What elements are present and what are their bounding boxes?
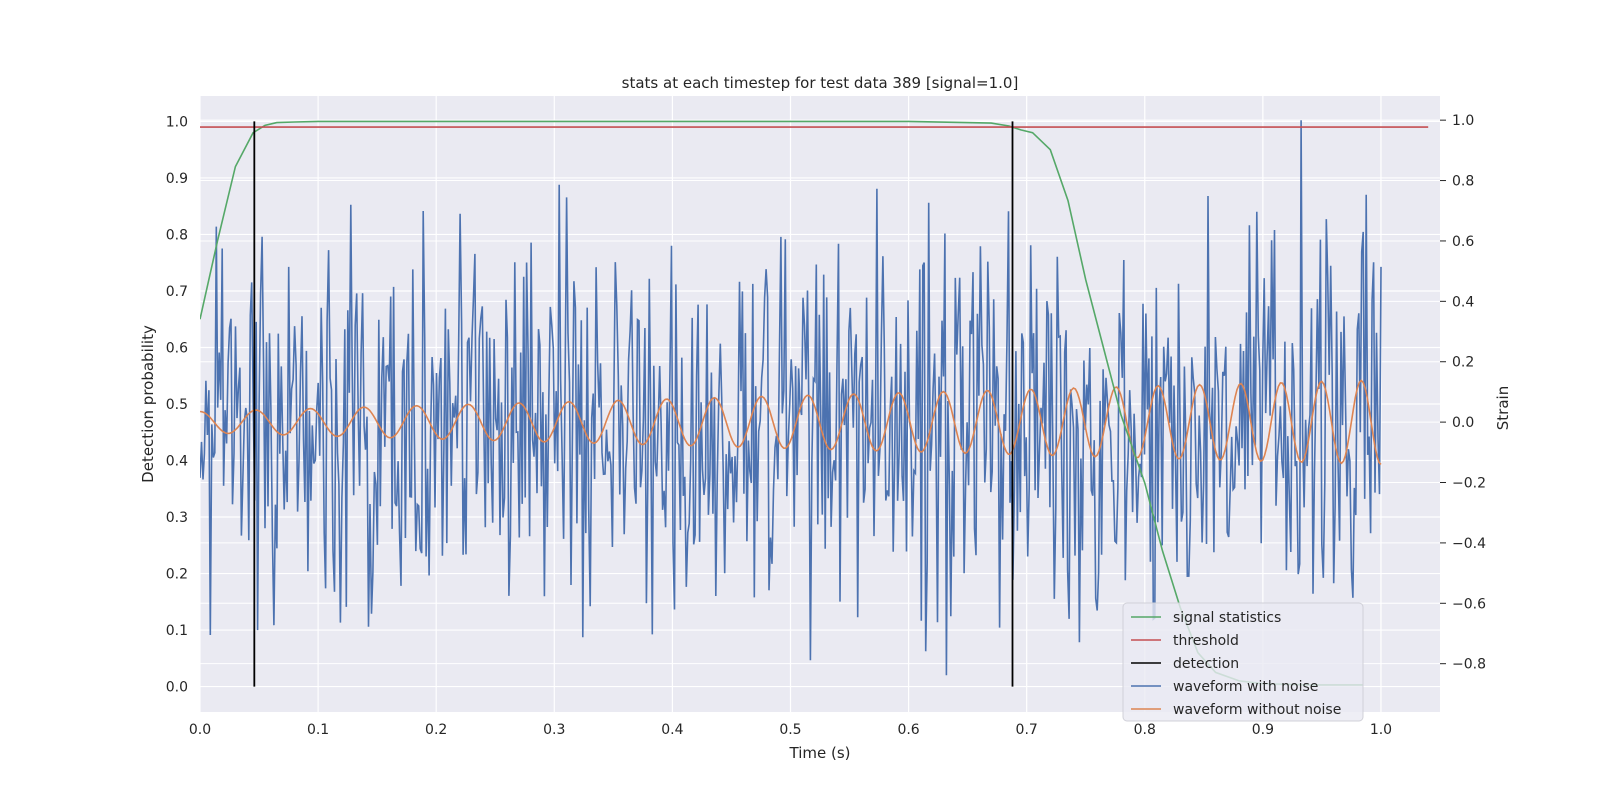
legend-label-detection: detection <box>1173 656 1239 672</box>
right-y-axis-ticks: −0.8 −0.6 −0.4 −0.2 0.0 0.2 0.4 0.6 0.8 1.0 <box>1440 113 1486 673</box>
legend-label-noisy: waveform with noise <box>1173 679 1318 695</box>
series-waveform-with-noise <box>200 120 1382 676</box>
left-y-axis-title: Detection probability <box>139 325 157 483</box>
x-axis-ticks: 0.0 0.1 0.2 0.3 0.4 0.5 0.6 0.7 0.8 0.9 1.0 <box>189 722 1392 738</box>
right-y-axis-title: Strain <box>1494 386 1512 430</box>
chart-title: stats at each timestep for test data 389… <box>622 74 1019 92</box>
legend: signal statistics threshold detection wa… <box>1122 602 1364 722</box>
x-axis-title: Time (s) <box>789 744 851 762</box>
right-y-tick-label: −0.6 <box>1452 596 1486 612</box>
x-tick-label: 0.8 <box>1134 722 1156 738</box>
left-y-tick-label: 0.8 <box>166 227 188 243</box>
x-tick-label: 0.3 <box>543 722 565 738</box>
left-y-tick-label: 0.7 <box>166 284 188 300</box>
left-y-tick-label: 0.2 <box>166 567 188 583</box>
left-y-tick-label: 0.0 <box>166 680 188 696</box>
right-y-tick-label: 1.0 <box>1452 113 1474 129</box>
right-y-tick-label: 0.4 <box>1452 294 1474 310</box>
legend-box <box>1122 602 1364 722</box>
left-y-tick-label: 1.0 <box>166 114 188 130</box>
right-y-tick-label: 0.8 <box>1452 174 1474 190</box>
left-y-tick-label: 0.5 <box>166 397 188 413</box>
x-tick-label: 0.4 <box>661 722 683 738</box>
right-y-tick-label: 0.6 <box>1452 234 1474 250</box>
x-tick-label: 0.6 <box>897 722 919 738</box>
series-waveform-without-noise <box>200 379 1382 465</box>
x-tick-label: 0.0 <box>189 722 211 738</box>
left-y-tick-label: 0.9 <box>166 171 188 187</box>
x-tick-label: 0.5 <box>779 722 801 738</box>
left-y-tick-label: 0.4 <box>166 454 188 470</box>
legend-label-threshold: threshold <box>1173 633 1239 649</box>
right-y-tick-label: −0.2 <box>1452 476 1486 492</box>
right-y-tick-label: −0.8 <box>1452 657 1486 673</box>
legend-label-signal: signal statistics <box>1173 610 1281 626</box>
x-tick-label: 0.1 <box>307 722 329 738</box>
x-tick-label: 0.7 <box>1016 722 1038 738</box>
legend-label-clean: waveform without noise <box>1173 702 1341 718</box>
left-y-tick-label: 0.3 <box>166 510 188 526</box>
right-y-tick-label: 0.0 <box>1452 415 1474 431</box>
left-y-tick-label: 0.6 <box>166 340 188 356</box>
x-tick-label: 0.9 <box>1252 722 1274 738</box>
left-y-axis-ticks: 0.0 0.1 0.2 0.3 0.4 0.5 0.6 0.7 0.8 0.9 1.0 <box>166 114 188 695</box>
x-tick-label: 1.0 <box>1370 722 1392 738</box>
right-y-tick-label: −0.4 <box>1452 536 1486 552</box>
right-y-tick-label: 0.2 <box>1452 355 1474 371</box>
x-tick-label: 0.2 <box>425 722 447 738</box>
left-y-tick-label: 0.1 <box>166 623 188 639</box>
